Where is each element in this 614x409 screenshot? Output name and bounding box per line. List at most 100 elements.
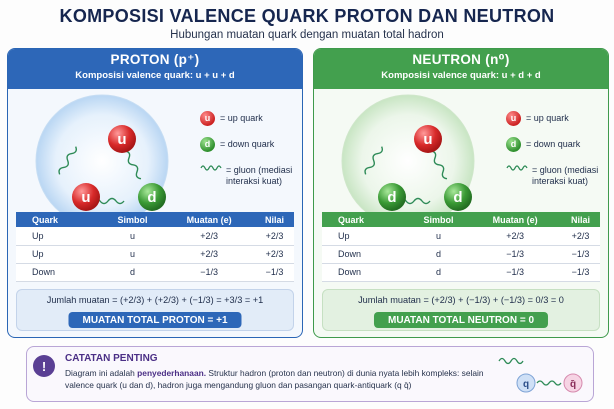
up-quark-label: u	[81, 189, 90, 206]
table-header-row: Quark Simbol Muatan (e) Nilai	[322, 212, 600, 227]
note-emphasis: penyederhanaan.	[137, 368, 207, 378]
gluon-line	[58, 146, 78, 175]
col-muatan: Muatan (e)	[469, 212, 562, 227]
down-quark	[138, 183, 166, 211]
note-lead: Diagram ini adalah	[65, 368, 138, 378]
col-quark: Quark	[16, 212, 102, 227]
legend-gluon-label: = gluon (mediasi interaksi kuat)	[532, 165, 599, 186]
neutron-total-badge: MUATAN TOTAL NEUTRON = 0	[373, 312, 549, 328]
page-subtitle: Hubungan muatan quark dengan muatan tota…	[170, 29, 444, 41]
cell: −1/3	[255, 263, 294, 282]
gluon-icon	[200, 165, 222, 171]
col-muatan: Muatan (e)	[163, 212, 256, 227]
cell: +2/3	[255, 245, 294, 264]
legend-up: u = up quark	[506, 111, 606, 126]
quark-label: q	[523, 379, 529, 390]
col-nilai: Nilai	[255, 212, 294, 227]
neutron-sum-text: Jumlah muatan = (+2/3) + (−1/3) + (−1/3)…	[358, 295, 564, 305]
down-quark-icon: d	[506, 137, 521, 152]
cell: +2/3	[469, 227, 562, 246]
legend-down-label: = down quark	[526, 139, 581, 149]
gluon-line	[364, 146, 384, 175]
neutron-panel: NEUTRON (n⁰) Komposisi valence quark: u …	[313, 48, 609, 338]
down-quark-label: d	[453, 189, 462, 206]
up-quark-label: u	[423, 131, 432, 148]
col-nilai: Nilai	[561, 212, 600, 227]
gluon-line	[430, 150, 448, 180]
proton-diagram: u u d	[35, 94, 169, 228]
proton-composition: Komposisi valence quark: u + u + d	[75, 70, 235, 81]
table-row: Up u +2/3 +2/3	[16, 227, 294, 246]
col-simbol: Simbol	[101, 212, 164, 227]
cell: −1/3	[163, 263, 256, 282]
proton-total-badge: MUATAN TOTAL PROTON = +1	[68, 312, 242, 328]
table-header-row: Quark Simbol Muatan (e) Nilai	[16, 212, 294, 227]
cell: Up	[16, 245, 102, 264]
gluon-line	[124, 150, 142, 180]
cell: Up	[16, 227, 102, 246]
cell: +2/3	[255, 227, 294, 246]
proton-legend: u = up quark d = down quark = gluon (med…	[200, 111, 300, 198]
proton-sum-text: Jumlah muatan = (+2/3) + (+2/3) + (−1/3)…	[46, 295, 264, 305]
up-quark	[414, 125, 442, 153]
table-row: Up u +2/3 +2/3	[322, 227, 600, 246]
table-row: Down d −1/3 −1/3	[16, 263, 294, 282]
legend-up-label: = up quark	[220, 113, 263, 123]
legend-gluon: = gluon (mediasi interaksi kuat)	[200, 163, 300, 187]
legend-down: d = down quark	[200, 137, 300, 152]
important-note: ! CATATAN PENTING Diagram ini adalah pen…	[26, 346, 594, 402]
legend-up-label: = up quark	[526, 113, 569, 123]
proton-header: PROTON (p⁺) Komposisi valence quark: u +…	[8, 49, 302, 89]
up-quark	[108, 125, 136, 153]
table-row: Up u +2/3 +2/3	[16, 245, 294, 264]
cell: Down	[322, 263, 408, 282]
up-quark-icon: u	[506, 111, 521, 126]
down-quark	[444, 183, 472, 211]
cell: u	[407, 227, 470, 246]
neutron-composition: Komposisi valence quark: u + d + d	[381, 70, 541, 81]
cell: u	[101, 245, 164, 264]
gluon-line	[498, 357, 524, 365]
cell: d	[407, 245, 470, 264]
up-quark-icon: u	[200, 111, 215, 126]
legend-gluon: = gluon (mediasi interaksi kuat)	[506, 163, 606, 187]
gluon-line	[536, 380, 562, 386]
down-quark	[378, 183, 406, 211]
legend-down: d = down quark	[506, 137, 606, 152]
quark-antiquark-pair-illustration: q q̄	[498, 357, 583, 393]
neutron-table: Quark Simbol Muatan (e) Nilai Up u +2/3 …	[322, 212, 600, 282]
cell: Down	[16, 263, 102, 282]
col-quark: Quark	[322, 212, 408, 227]
gluon-icon	[506, 165, 528, 171]
proton-title: PROTON (p⁺)	[110, 52, 200, 67]
legend-gluon-label: = gluon (mediasi interaksi kuat)	[226, 165, 293, 186]
cell: d	[407, 263, 470, 282]
neutron-legend: u = up quark d = down quark = gluon (med…	[506, 111, 606, 198]
table-row: Down d −1/3 −1/3	[322, 245, 600, 264]
down-quark-label: d	[147, 189, 156, 206]
up-quark	[72, 183, 100, 211]
down-quark-icon: d	[200, 137, 215, 152]
note-text: Diagram ini adalah penyederhanaan. Struk…	[65, 367, 489, 391]
cell: −1/3	[469, 263, 562, 282]
cell: Up	[322, 227, 408, 246]
exclamation-icon: !	[33, 355, 55, 377]
cell: +2/3	[561, 227, 600, 246]
cell: Down	[322, 245, 408, 264]
neutron-diagram: u d d	[341, 94, 475, 228]
legend-up: u = up quark	[200, 111, 300, 126]
up-quark-label: u	[117, 131, 126, 148]
quark-circle	[516, 373, 536, 393]
proton-sum-box: Jumlah muatan = (+2/3) + (+2/3) + (−1/3)…	[16, 289, 294, 331]
antiquark-label: q̄	[570, 379, 576, 390]
cell: +2/3	[163, 227, 256, 246]
table-row: Down d −1/3 −1/3	[322, 263, 600, 282]
note-title: CATATAN PENTING	[65, 353, 158, 364]
cell: −1/3	[469, 245, 562, 264]
note-body: Struktur hadron (proton dan neutron) di …	[65, 368, 484, 390]
proton-panel: PROTON (p⁺) Komposisi valence quark: u +…	[7, 48, 303, 338]
neutron-header: NEUTRON (n⁰) Komposisi valence quark: u …	[314, 49, 608, 89]
legend-down-label: = down quark	[220, 139, 275, 149]
neutron-title: NEUTRON (n⁰)	[412, 52, 510, 67]
cell: d	[101, 263, 164, 282]
